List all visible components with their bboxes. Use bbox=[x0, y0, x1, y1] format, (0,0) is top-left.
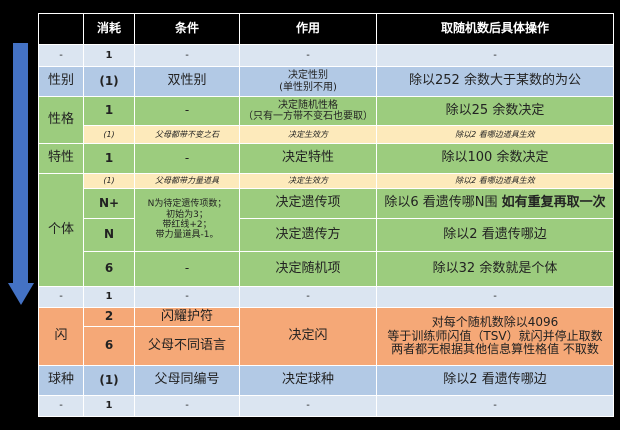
cell: - bbox=[38, 44, 84, 67]
cell: 除以2 看哪边道具生效 bbox=[376, 125, 614, 144]
table-row: 性别 (1) 双性别 决定性别 (单性别不用) 除以252 余数大于某数的为公 bbox=[38, 66, 614, 97]
cell: 父母同编号 bbox=[134, 365, 240, 396]
cell: N为待定遗传项数； 初始为3； 带红线+2； 带力量道具-1。 bbox=[134, 188, 240, 252]
cell: 决定球种 bbox=[239, 365, 377, 396]
cell: 父母都带力量道具 bbox=[134, 173, 240, 189]
cell-line: (单性别不用) bbox=[279, 81, 337, 93]
cell-line: 两者都无根据其他信息算性格值 不取数 bbox=[391, 342, 599, 357]
cell: 闪耀护符 bbox=[134, 307, 240, 327]
table-row: 6 父母不同语言 bbox=[39, 326, 614, 366]
cell-line: 决定性别 bbox=[288, 70, 328, 81]
down-arrow-icon bbox=[8, 43, 34, 305]
cell: 除以2 看哪边道具生效 bbox=[376, 173, 614, 189]
cell: 父母不同语言 bbox=[134, 326, 240, 366]
cell: - bbox=[134, 286, 240, 308]
cell-line: 带力量道具-1。 bbox=[155, 230, 219, 241]
cell: 球种 bbox=[38, 365, 84, 396]
cell: 闪 bbox=[38, 307, 84, 366]
cell: 父母都带不变之石 bbox=[134, 125, 240, 144]
table-row: -1--- bbox=[38, 395, 614, 417]
cell: 决定遗传方 bbox=[239, 218, 377, 252]
cell: 除以2 看遗传哪边 bbox=[376, 218, 614, 252]
cell-line: N为待定遗传项数； bbox=[147, 199, 227, 210]
cell: 决定生效方 bbox=[239, 125, 377, 144]
cell: (1) bbox=[83, 365, 135, 396]
cell: - bbox=[38, 286, 84, 308]
cell: 性别 bbox=[38, 66, 84, 97]
cell: 除以2 看遗传哪边 bbox=[376, 365, 614, 396]
header-cell: 消耗 bbox=[83, 13, 135, 45]
cell: 1 bbox=[83, 44, 135, 67]
cell: - bbox=[376, 286, 614, 308]
table-row: 个体 (1) 父母都带力量道具 决定生效方 除以2 看哪边道具生效 bbox=[38, 173, 614, 287]
cell: 双性别 bbox=[134, 66, 240, 97]
cell: N bbox=[83, 218, 135, 252]
cell-line: 初始为3； bbox=[166, 209, 208, 220]
cell: 决定随机项 bbox=[239, 251, 377, 287]
cell: - bbox=[134, 251, 240, 287]
cell-text-bold: 如有重复再取一次 bbox=[501, 195, 606, 211]
cell-line: 对每个随机数除以4096 bbox=[431, 314, 559, 329]
header-cell bbox=[38, 13, 84, 45]
cell: (1) bbox=[83, 173, 135, 189]
table-row: N 决定遗传方 除以2 看遗传哪边 bbox=[39, 218, 614, 252]
table-row: (1) 父母都带不变之石 决定生效方 除以2 看哪边道具生效 bbox=[39, 125, 614, 144]
table-row: 闪 2 闪耀护符 决定闪 对每个随机数除以4096 等于训练师闪值（TSV）就闪并停止… bbox=[38, 307, 614, 366]
cell: 决定生效方 bbox=[239, 173, 377, 189]
cell: 性格 bbox=[38, 96, 84, 144]
cell: 2 bbox=[83, 307, 135, 327]
cell: 决定随机性格 （只有一方带不变石也要取） bbox=[239, 96, 377, 126]
cell: - bbox=[134, 395, 240, 417]
cell: 1 bbox=[83, 286, 135, 308]
cell-text: 除以6 看遗传哪N围 bbox=[384, 195, 498, 211]
cell-line: 等于训练师闪值（TSV）就闪并停止取数 bbox=[387, 328, 603, 343]
header-row: 消耗 条件 作用 取随机数后具体操作 bbox=[38, 13, 614, 45]
cell: 6 bbox=[83, 251, 135, 287]
cell: 除以25 余数决定 bbox=[376, 96, 614, 126]
cell: 决定特性 bbox=[239, 143, 377, 174]
cell: 决定性别 (单性别不用) bbox=[239, 66, 377, 97]
cell: 特性 bbox=[38, 143, 84, 174]
cell-line: 决定随机性格 bbox=[278, 99, 338, 111]
cell: - bbox=[134, 143, 240, 174]
cell: 决定闪 bbox=[239, 307, 377, 366]
cell: 6 bbox=[83, 326, 135, 366]
table-row: -1--- bbox=[38, 44, 614, 67]
cell: 1 bbox=[83, 143, 135, 174]
table-row: -1--- bbox=[38, 286, 614, 308]
cell: (1) bbox=[83, 66, 135, 97]
cell: 除以100 余数决定 bbox=[376, 143, 614, 174]
table-row: N+ N为待定遗传项数； 初始为3； 带红线+2； 带力量道具-1。 决定遗传项 除以… bbox=[39, 188, 614, 252]
header-cell: 取随机数后具体操作 bbox=[376, 13, 614, 45]
cell: - bbox=[239, 44, 377, 67]
cell: - bbox=[38, 395, 84, 417]
header-cell: 作用 bbox=[239, 13, 377, 45]
cell: 除以32 余数就是个体 bbox=[376, 251, 614, 287]
cell: (1) bbox=[83, 125, 135, 144]
rng-table: 消耗 条件 作用 取随机数后具体操作 -1--- 性别 (1) 双性别 决定性别 (单… bbox=[38, 13, 614, 417]
cell: - bbox=[134, 44, 240, 67]
cell: 个体 bbox=[38, 173, 84, 287]
cell: 除以252 余数大于某数的为公 bbox=[376, 66, 614, 97]
cell: - bbox=[239, 395, 377, 417]
cell-line: （只有一方带不变石也要取） bbox=[243, 111, 373, 122]
cell: - bbox=[376, 395, 614, 417]
table-row: 特性 1- 决定特性 除以100 余数决定 bbox=[38, 143, 614, 174]
table-row: 球种 (1) 父母同编号 决定球种 除以2 看遗传哪边 bbox=[38, 365, 614, 396]
cell: 1 bbox=[83, 395, 135, 417]
cell: 除以6 看遗传哪N围 如有重复再取一次 bbox=[376, 188, 614, 219]
header-cell: 条件 bbox=[134, 13, 240, 45]
cell: N+ bbox=[83, 188, 135, 219]
table-row: 性格 1- 决定随机性格 （只有一方带不变石也要取） 除以25 余数决定 bbox=[38, 96, 614, 144]
cell: 1 bbox=[83, 96, 135, 126]
cell: 对每个随机数除以4096 等于训练师闪值（TSV）就闪并停止取数 两者都无根据其他信… bbox=[376, 307, 614, 366]
cell: - bbox=[376, 44, 614, 67]
cell-line: 带红线+2； bbox=[162, 220, 212, 230]
cell: - bbox=[239, 286, 377, 308]
table-row: 6- 决定随机项 除以32 余数就是个体 bbox=[39, 251, 614, 287]
cell: - bbox=[134, 96, 240, 126]
cell: 决定遗传项 bbox=[239, 188, 377, 219]
